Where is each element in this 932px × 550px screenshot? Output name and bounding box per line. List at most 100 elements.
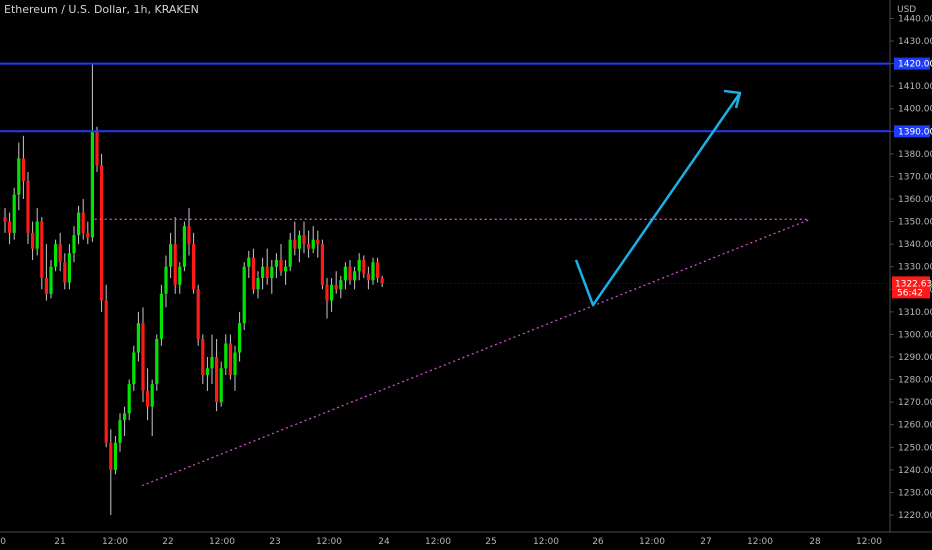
time-axis-bg [0,532,932,550]
candle-body [261,266,265,279]
candle-body [44,278,48,294]
candle-body [77,212,81,236]
price-tick-label: 1240.00 [898,466,932,476]
candle-body [334,284,338,290]
candle-body [215,357,219,403]
price-tick-label: 1370.00 [898,172,932,182]
candle-body [288,239,292,267]
candle-body [95,131,99,166]
candle-body [192,244,196,290]
time-tick-label: 28 [809,537,821,547]
price-tag-bg [892,276,930,299]
candle-body [123,413,127,421]
candle-body [178,266,182,285]
candle-body [302,235,306,245]
candle-body [141,323,145,391]
projection-path[interactable] [574,92,742,307]
candle-body [12,194,16,233]
candle-body [366,273,370,281]
candle-body [201,338,205,376]
candle-body [86,232,90,238]
candle-body [233,352,237,376]
candle-body [150,384,154,407]
price-tick-label: 1250.00 [898,443,932,453]
candle-body [17,158,21,195]
candle-body [307,244,311,249]
price-tick-label: 1310.00 [898,308,932,318]
candle-body [242,266,246,324]
time-tick-label: 22 [162,537,173,547]
price-tick-label: 1260.00 [898,421,932,431]
price-tick-label: 1400.00 [898,105,932,115]
candle-body [320,244,324,285]
time-tick-label: 12:00 [533,537,559,547]
candle-body [146,390,150,407]
time-tick-label: 27 [700,537,711,547]
drawings-layer [0,62,890,487]
price-tick-label: 1330.00 [898,263,932,273]
candle-body [228,343,232,376]
candle-body [109,442,113,470]
candle-body [159,293,163,339]
price-tick-label: 1340.00 [898,240,932,250]
candle-body [371,262,375,281]
level-tag-1: 1420.00 [898,60,932,70]
candle-body [339,280,343,290]
candle-body [118,420,122,443]
price-tick-label: 1380.00 [898,150,932,160]
price-tick-label: 1220.00 [898,511,932,521]
candle-body [104,300,108,443]
bar-countdown-label: 56:42 [897,288,923,298]
candle-body [81,212,85,233]
price-tick-label: 1440.00 [898,14,932,24]
candle-body [256,278,260,290]
candle-body [132,352,136,385]
ascending-support-trendline[interactable] [141,218,811,487]
candle-body [219,368,223,403]
candle-body [182,226,186,267]
price-tick-label: 1270.00 [898,398,932,408]
candle-body [90,131,94,238]
time-tick-label: 26 [592,537,604,547]
candle-body [67,253,71,283]
time-axis: 12:00 21 12:00 22 12:00 23 12:00 24 12:00 25 12:00… [0,531,932,550]
price-axis-bg [890,0,932,532]
candle-body [247,257,251,267]
candle-body [284,266,288,272]
time-tick-label: 12:00 [747,537,773,547]
candle-body [279,259,283,272]
time-tick-label: 12:00 [856,537,882,547]
currency-label: USD [897,5,916,15]
time-tick-label: 24 [378,537,390,547]
time-tick-label: 12:00 [316,537,342,547]
candle-body [26,180,30,233]
candle-body [40,221,44,279]
level-tag-2: 1390.00 [898,127,932,137]
candle-body [380,278,384,284]
candle-body [49,266,53,294]
price-tick-label: 1290.00 [898,353,932,363]
candle-body [251,257,255,290]
time-tick-label: 25 [485,537,496,547]
candle-body [164,266,168,294]
candle-body [113,442,117,470]
candle-body [265,266,269,279]
price-tick-label: 1230.00 [898,488,932,498]
candle-body [238,323,242,353]
candle-body [330,284,334,301]
candle-body [196,289,200,339]
candle-body [224,343,228,369]
candle-body [127,384,131,414]
candle-body [169,244,173,267]
candle-body [63,262,67,283]
candle-body [210,357,214,369]
candle-body [270,266,274,279]
candle-body [173,244,177,285]
time-tick-label: 12:00 [0,537,6,547]
candle-body [31,232,35,249]
current-price-label: 1322.63 [895,279,932,289]
candle-body [297,235,301,249]
